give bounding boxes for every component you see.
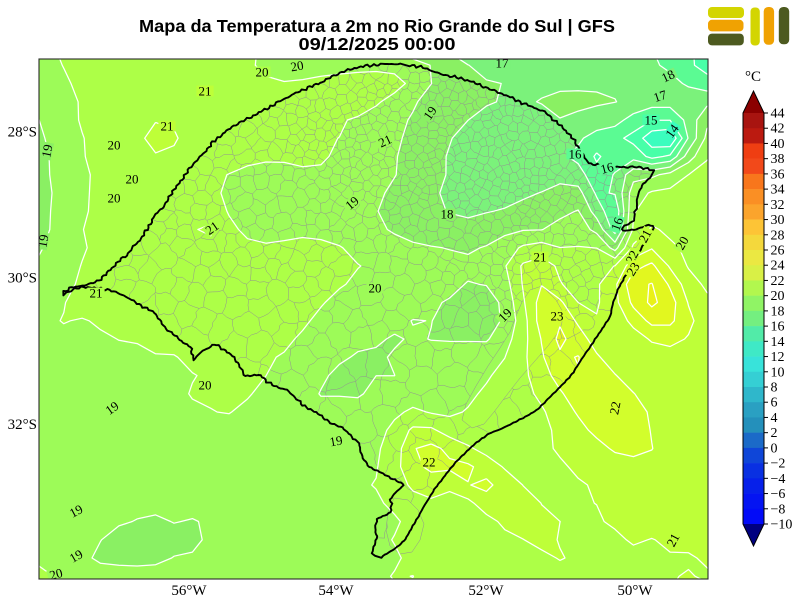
svg-text:36: 36	[771, 167, 785, 182]
svg-text:18: 18	[659, 66, 677, 85]
svg-text:20: 20	[672, 234, 691, 253]
svg-text:32°S: 32°S	[8, 417, 37, 433]
svg-text:26: 26	[771, 244, 785, 259]
svg-text:°C: °C	[745, 69, 761, 85]
svg-text:17: 17	[651, 87, 668, 105]
svg-text:−6: −6	[771, 487, 786, 502]
svg-text:18: 18	[771, 304, 785, 319]
svg-text:20: 20	[48, 565, 64, 583]
svg-text:34: 34	[771, 183, 785, 198]
svg-text:38: 38	[771, 152, 785, 167]
svg-text:16: 16	[771, 320, 785, 335]
svg-text:22: 22	[606, 400, 623, 416]
svg-text:23: 23	[551, 308, 564, 323]
svg-text:28°S: 28°S	[8, 125, 37, 141]
svg-text:28: 28	[771, 228, 785, 243]
svg-text:30: 30	[771, 213, 785, 228]
svg-text:21: 21	[90, 285, 103, 300]
svg-text:16: 16	[608, 215, 627, 233]
svg-text:42: 42	[771, 122, 785, 137]
svg-text:20: 20	[108, 190, 121, 205]
svg-text:09/12/2025 00:00: 09/12/2025 00:00	[299, 34, 456, 54]
svg-text:20: 20	[126, 171, 139, 186]
svg-text:19: 19	[34, 233, 51, 248]
svg-text:14: 14	[771, 335, 785, 350]
svg-text:19: 19	[38, 143, 55, 159]
svg-text:−8: −8	[771, 502, 786, 517]
svg-text:32: 32	[771, 198, 785, 213]
svg-text:6: 6	[771, 396, 778, 411]
svg-text:21: 21	[161, 118, 174, 133]
svg-text:17: 17	[496, 55, 510, 70]
svg-text:20: 20	[771, 289, 785, 304]
svg-text:20: 20	[108, 137, 121, 152]
svg-text:−10: −10	[771, 518, 793, 533]
svg-text:21: 21	[376, 131, 394, 150]
svg-text:16: 16	[599, 159, 616, 177]
svg-text:44: 44	[771, 107, 785, 122]
svg-text:21: 21	[199, 83, 212, 98]
svg-text:4: 4	[771, 411, 778, 426]
svg-text:−2: −2	[771, 457, 786, 472]
svg-text:18: 18	[441, 206, 454, 221]
svg-text:20: 20	[199, 377, 212, 392]
svg-text:19: 19	[67, 546, 86, 565]
svg-text:19: 19	[328, 432, 343, 449]
svg-text:−4: −4	[771, 472, 786, 487]
svg-text:15: 15	[645, 112, 658, 127]
svg-text:54°W: 54°W	[318, 583, 354, 599]
svg-text:19: 19	[67, 501, 86, 520]
svg-text:12: 12	[771, 350, 785, 365]
svg-text:Mapa da Temperatura a 2m no Ri: Mapa da Temperatura a 2m no Rio Grande d…	[139, 16, 615, 36]
svg-text:21: 21	[635, 227, 654, 246]
svg-text:21: 21	[663, 531, 682, 550]
svg-text:40: 40	[771, 137, 785, 152]
svg-text:8: 8	[771, 381, 778, 396]
svg-text:52°W: 52°W	[468, 583, 504, 599]
svg-text:22: 22	[423, 454, 436, 469]
svg-text:16: 16	[569, 146, 583, 161]
svg-text:56°W: 56°W	[171, 583, 207, 599]
svg-text:30°S: 30°S	[8, 271, 37, 287]
svg-text:10: 10	[771, 365, 785, 380]
svg-text:24: 24	[771, 259, 785, 274]
svg-text:0: 0	[771, 441, 778, 456]
svg-text:21: 21	[534, 249, 547, 264]
svg-text:20: 20	[256, 64, 269, 79]
svg-text:50°W: 50°W	[617, 583, 653, 599]
svg-text:20: 20	[369, 280, 382, 295]
svg-text:22: 22	[771, 274, 785, 289]
svg-text:2: 2	[771, 426, 778, 441]
svg-text:20: 20	[289, 57, 304, 74]
